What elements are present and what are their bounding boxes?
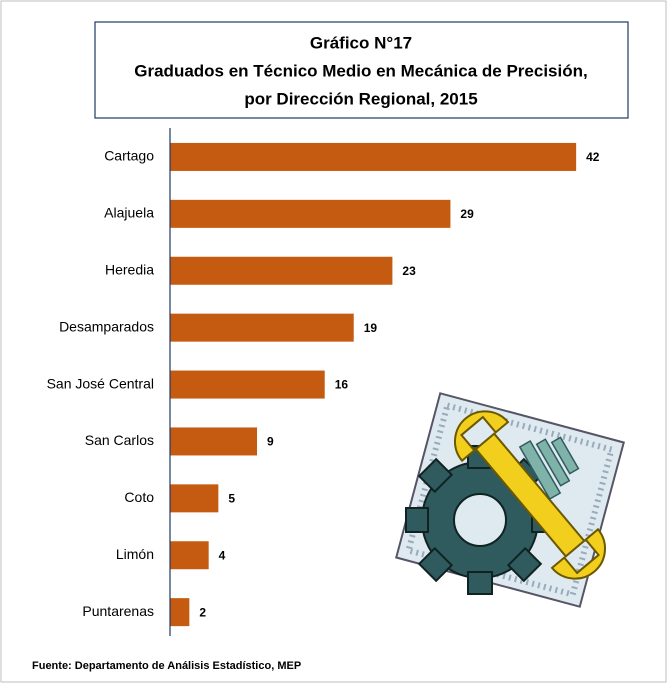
chart-title: Gráfico N°17 xyxy=(310,33,412,52)
y-tick-label: Desamparados xyxy=(59,318,154,334)
value-label: 19 xyxy=(364,321,378,335)
bar xyxy=(170,541,209,569)
chart-title: Graduados en Técnico Medio en Mecánica d… xyxy=(134,61,587,80)
y-tick-label: Heredia xyxy=(105,261,154,277)
y-tick-label: Cartago xyxy=(104,148,154,164)
chart-title: por Dirección Regional, 2015 xyxy=(244,89,477,108)
y-tick-label: Coto xyxy=(124,489,154,505)
y-tick-label: Puntarenas xyxy=(82,603,154,619)
bar xyxy=(170,598,189,626)
value-label: 2 xyxy=(199,605,206,619)
value-label: 16 xyxy=(335,378,349,392)
value-label: 29 xyxy=(460,207,474,221)
bar xyxy=(170,143,576,171)
bar xyxy=(170,257,392,285)
bar xyxy=(170,314,354,342)
y-tick-label: Limón xyxy=(116,546,154,562)
bar xyxy=(170,484,218,512)
y-tick-label: San José Central xyxy=(47,375,154,391)
chart: Gráfico N°17 Graduados en Técnico Medio … xyxy=(0,0,667,683)
value-label: 5 xyxy=(228,492,235,506)
bar xyxy=(170,200,450,228)
source-note: Fuente: Departamento de Análisis Estadís… xyxy=(32,660,301,672)
value-label: 4 xyxy=(219,548,226,562)
value-label: 23 xyxy=(402,264,416,278)
value-label: 9 xyxy=(267,435,274,449)
y-tick-label: San Carlos xyxy=(85,432,154,448)
bar xyxy=(170,427,257,455)
y-tick-label: Alajuela xyxy=(104,205,154,221)
value-label: 42 xyxy=(586,150,600,164)
bar xyxy=(170,371,325,399)
